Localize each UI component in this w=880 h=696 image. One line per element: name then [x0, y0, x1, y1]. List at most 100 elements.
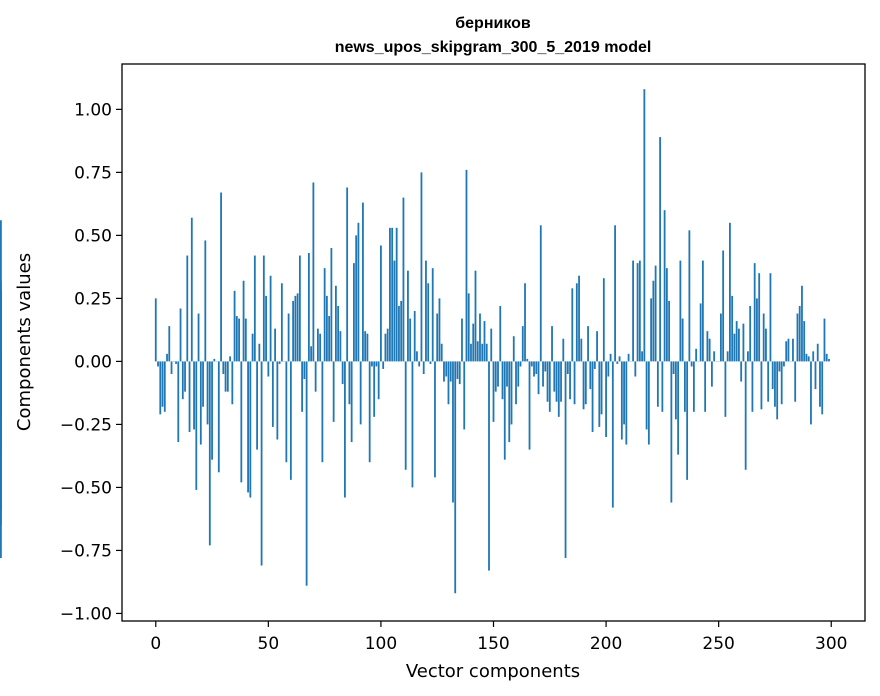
bar-148: [488, 361, 490, 571]
bar-252: [722, 250, 725, 362]
bar-69: [310, 346, 313, 362]
y-axis-ticks: −1.00 −0.75 −0.50 −0.25 0.00 0.25 0.50 0.75 1.00: [60, 100, 122, 624]
bar-276: [776, 361, 779, 420]
bar-204: [614, 225, 616, 362]
bar-201: [607, 361, 610, 377]
bar-237: [688, 230, 691, 362]
bar-167: [530, 361, 533, 367]
bar-147: [485, 343, 488, 362]
bar-182: [564, 361, 567, 558]
bar-118: [420, 172, 423, 362]
bar-126: [438, 298, 441, 362]
bar-219: [647, 361, 650, 445]
bar-233: [679, 260, 682, 362]
bar-187: [575, 283, 578, 362]
bar-131: [449, 361, 452, 382]
bar-43: [251, 333, 254, 362]
chart-title: берников: [455, 15, 531, 32]
bar-269: [760, 361, 763, 410]
bar-97: [373, 361, 376, 417]
bar-88: [353, 263, 355, 362]
bar-35: [233, 290, 236, 362]
bar-232: [677, 361, 680, 455]
bar-91: [359, 361, 362, 425]
x-tick-label: 0: [150, 634, 161, 654]
bar-193: [589, 361, 592, 390]
bar-87: [350, 361, 353, 443]
bar-5: [166, 353, 168, 362]
bar-175: [548, 361, 551, 412]
y-tick-label: −1.00: [60, 604, 112, 624]
bar-289: [805, 353, 808, 362]
bar-253: [724, 361, 727, 417]
bar-195: [593, 361, 596, 369]
bar-236: [686, 361, 689, 480]
bar-184: [569, 361, 571, 400]
bar-62: [294, 295, 297, 362]
bar-130: [447, 361, 450, 405]
x-tick-label: 50: [258, 634, 280, 654]
bar-109: [400, 300, 403, 362]
bar-23: [206, 361, 209, 425]
bar-214: [636, 263, 639, 362]
bar-127: [440, 343, 443, 362]
bar-19: [197, 313, 200, 362]
bar-21: [202, 361, 204, 407]
bar-251: [720, 313, 722, 362]
bar-110: [402, 197, 405, 362]
bar-50: [267, 361, 270, 377]
bar-264: [749, 305, 752, 362]
bar-205: [616, 361, 619, 364]
bar-188: [578, 275, 580, 362]
bar-81: [337, 305, 340, 362]
bar-121: [427, 283, 430, 362]
bar-124: [434, 361, 436, 478]
bar-44: [253, 255, 256, 362]
bar-208: [623, 361, 625, 425]
bar-285: [796, 313, 799, 362]
y-tick-label: 0.75: [74, 163, 112, 183]
bar-179: [557, 361, 560, 417]
bar-45: [256, 361, 258, 450]
bar-92: [362, 202, 364, 362]
bar-111: [404, 361, 407, 470]
bar-58: [285, 361, 288, 463]
bar-94: [366, 333, 369, 362]
bar-64: [298, 255, 301, 362]
bar-207: [620, 361, 623, 440]
bar-152: [497, 361, 499, 387]
bar-248: [713, 351, 716, 362]
bar-36: [235, 316, 238, 362]
bar-231: [674, 361, 677, 420]
bar-216: [641, 351, 643, 362]
bar-85: [346, 187, 349, 362]
bar-144: [479, 313, 481, 362]
bar-90: [357, 222, 360, 362]
bar-153: [499, 305, 502, 362]
bar-114: [411, 361, 414, 488]
bar-30: [222, 361, 225, 374]
bar-263: [747, 351, 749, 362]
bar-140: [470, 343, 472, 362]
x-tick-label: 250: [702, 634, 734, 654]
bar-34: [231, 361, 234, 405]
bar-149: [490, 328, 493, 362]
bar-125: [436, 313, 439, 362]
bar-33: [229, 356, 231, 362]
bar-247: [711, 361, 713, 387]
bar-123: [431, 268, 434, 362]
bar-173: [544, 361, 547, 372]
bar-25: [211, 361, 213, 460]
bar-223: [656, 361, 659, 407]
bar-158: [510, 361, 513, 425]
bar-84: [344, 361, 346, 498]
bar-181: [562, 338, 565, 362]
bar-292: [812, 351, 815, 362]
bar-172: [542, 361, 544, 387]
bar-undefined: [0, 290, 2, 362]
bar-98: [375, 361, 378, 367]
bar-176: [551, 326, 553, 362]
bar-4: [163, 361, 166, 412]
bar-194: [591, 361, 594, 432]
bar-245: [706, 331, 709, 362]
